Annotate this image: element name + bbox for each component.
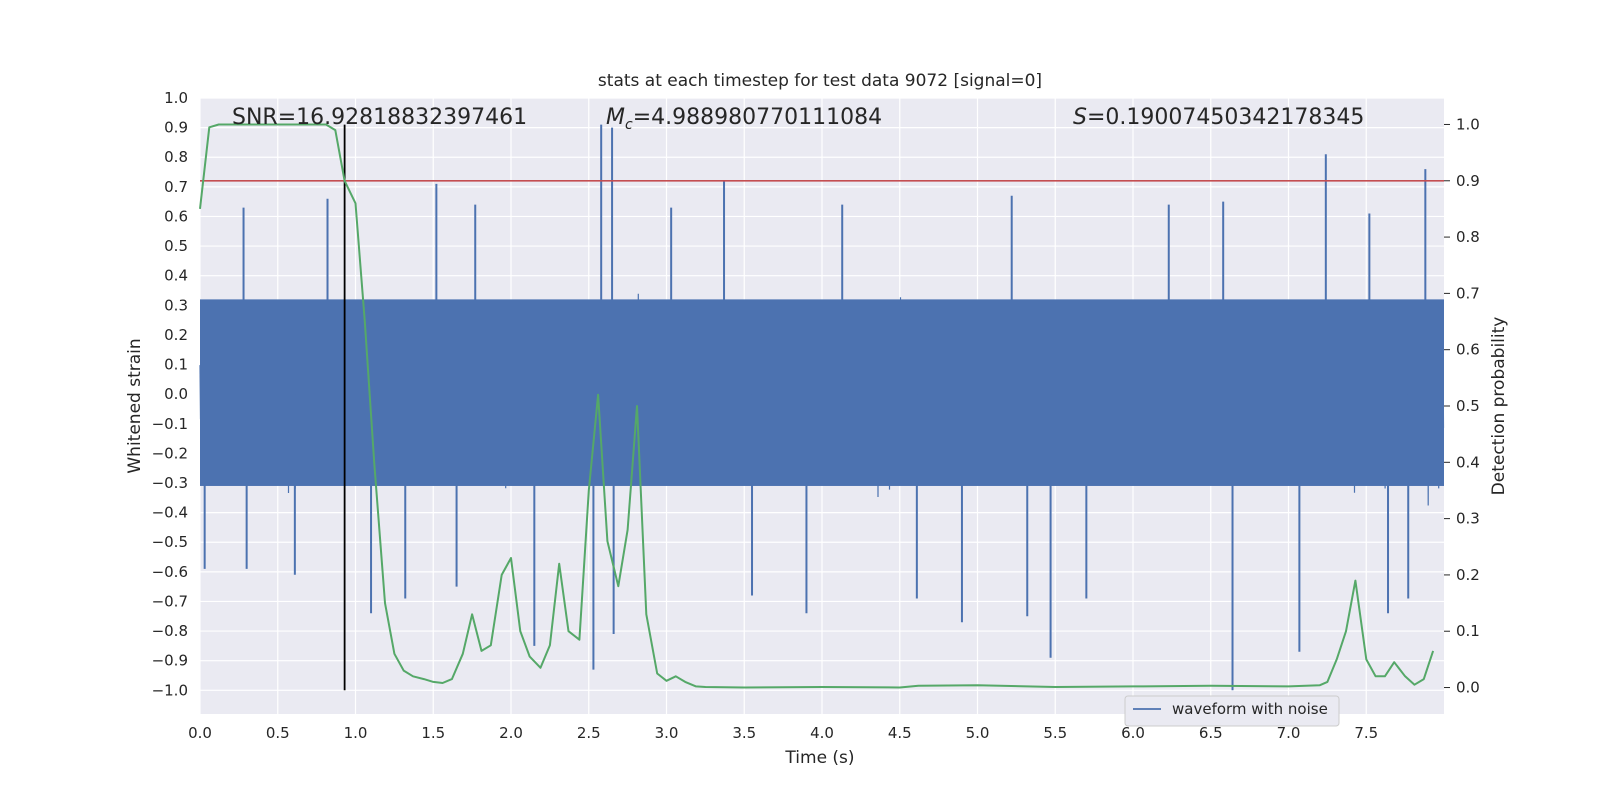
y-tick-label-2: 0.8 (164, 148, 188, 166)
y2-tick-label-2: 0.8 (1456, 228, 1480, 246)
y-axis-label: Whitened strain (125, 338, 145, 473)
legend-label-waveform: waveform with noise (1172, 700, 1328, 718)
y-tick-label-19: −0.9 (152, 652, 188, 670)
x-tick-label-7: 3.5 (732, 724, 756, 742)
y2-tick-label-4: 0.6 (1456, 341, 1480, 359)
snr-annotation: SNR=16.92818832397461 (232, 105, 527, 130)
y-tick-label-9: 0.1 (164, 356, 188, 374)
y-tick-label-13: −0.3 (152, 474, 188, 492)
y2-tick-label-3: 0.7 (1456, 284, 1480, 302)
s-symbol: S (1073, 105, 1087, 130)
chirp-mass-subscript: c (625, 117, 633, 133)
chirp-mass-value: =4.988980770111084 (633, 105, 882, 130)
x-tick-label-9: 4.5 (888, 724, 912, 742)
chart-title: stats at each timestep for test data 907… (598, 71, 1042, 91)
x-axis-ticks: 0.0 0.5 1.0 1.5 2.0 2.5 3.0 3.5 4.0 4.5 5.0 5.5 6.0 6… (188, 724, 1378, 742)
overlays (200, 124, 1444, 691)
y-tick-label-17: −0.7 (152, 592, 188, 610)
y-tick-label-10: 0.0 (164, 385, 188, 403)
detection-probability-series (199, 123, 1435, 689)
y-tick-label-15: −0.5 (152, 533, 188, 551)
x-tick-label-8: 4.0 (810, 724, 834, 742)
detection-probability-line (199, 123, 1435, 689)
y-tick-label-0: 1.0 (164, 89, 188, 107)
y2-tick-label-6: 0.4 (1456, 453, 1480, 471)
y-tick-label-12: −0.2 (152, 444, 188, 462)
y2-tick-label-1: 0.9 (1456, 172, 1480, 190)
y2-tick-label-9: 0.1 (1456, 622, 1480, 640)
x-tick-label-1: 0.5 (266, 724, 290, 742)
y2-axis-label: Detection probability (1489, 317, 1509, 496)
legend: waveform with noise (1124, 695, 1340, 727)
y2-tick-label-7: 0.3 (1456, 510, 1480, 528)
x-tick-label-2: 1.0 (344, 724, 368, 742)
x-tick-label-12: 6.0 (1121, 724, 1145, 742)
x-tick-label-4: 2.0 (499, 724, 523, 742)
y2-tick-label-0: 1.0 (1456, 115, 1480, 133)
waveform-dense-band (200, 299, 1444, 486)
s-value: =0.19007450342178345 (1087, 105, 1364, 130)
y-tick-label-8: 0.2 (164, 326, 188, 344)
x-tick-label-13: 6.5 (1199, 724, 1223, 742)
x-tick-label-11: 5.5 (1043, 724, 1067, 742)
x-tick-label-5: 2.5 (577, 724, 601, 742)
x-tick-label-14: 7.0 (1277, 724, 1301, 742)
y-tick-label-14: −0.4 (152, 504, 188, 522)
y-tick-label-4: 0.6 (164, 207, 188, 225)
y-axis-ticks: 1.0 0.9 0.8 0.7 0.6 0.5 0.4 0.3 0.2 0.1 0.0 −0.1 −0.… (152, 89, 188, 699)
y-tick-label-5: 0.5 (164, 237, 188, 255)
x-tick-label-0: 0.0 (188, 724, 212, 742)
y-tick-label-7: 0.3 (164, 296, 188, 314)
x-tick-label-10: 5.0 (966, 724, 990, 742)
x-tick-label-15: 7.5 (1354, 724, 1378, 742)
legend-box (1124, 695, 1340, 727)
y2-axis-ticks: 1.0 0.9 0.8 0.7 0.6 0.5 0.4 0.3 0.2 0.1 0.0 (1444, 115, 1480, 697)
y-tick-label-6: 0.4 (164, 267, 188, 285)
y2-tick-label-10: 0.0 (1456, 679, 1480, 697)
y-tick-label-20: −1.0 (152, 681, 188, 699)
s-annotation: S=0.19007450342178345 (1073, 105, 1364, 130)
y-tick-label-1: 0.9 (164, 119, 188, 137)
chirp-mass-symbol: M (606, 105, 625, 130)
y-tick-label-16: −0.6 (152, 563, 188, 581)
x-axis-label: Time (s) (784, 748, 854, 768)
y2-tick-label-5: 0.5 (1456, 397, 1480, 415)
x-tick-label-3: 1.5 (421, 724, 445, 742)
y-tick-label-18: −0.8 (152, 622, 188, 640)
y-tick-label-11: −0.1 (152, 415, 188, 433)
x-tick-label-6: 3.0 (655, 724, 679, 742)
chirp-mass-annotation: Mc=4.988980770111084 (606, 105, 882, 133)
y-tick-label-3: 0.7 (164, 178, 188, 196)
waveform-with-noise-series (199, 124, 1445, 691)
y2-tick-label-8: 0.2 (1456, 566, 1480, 584)
